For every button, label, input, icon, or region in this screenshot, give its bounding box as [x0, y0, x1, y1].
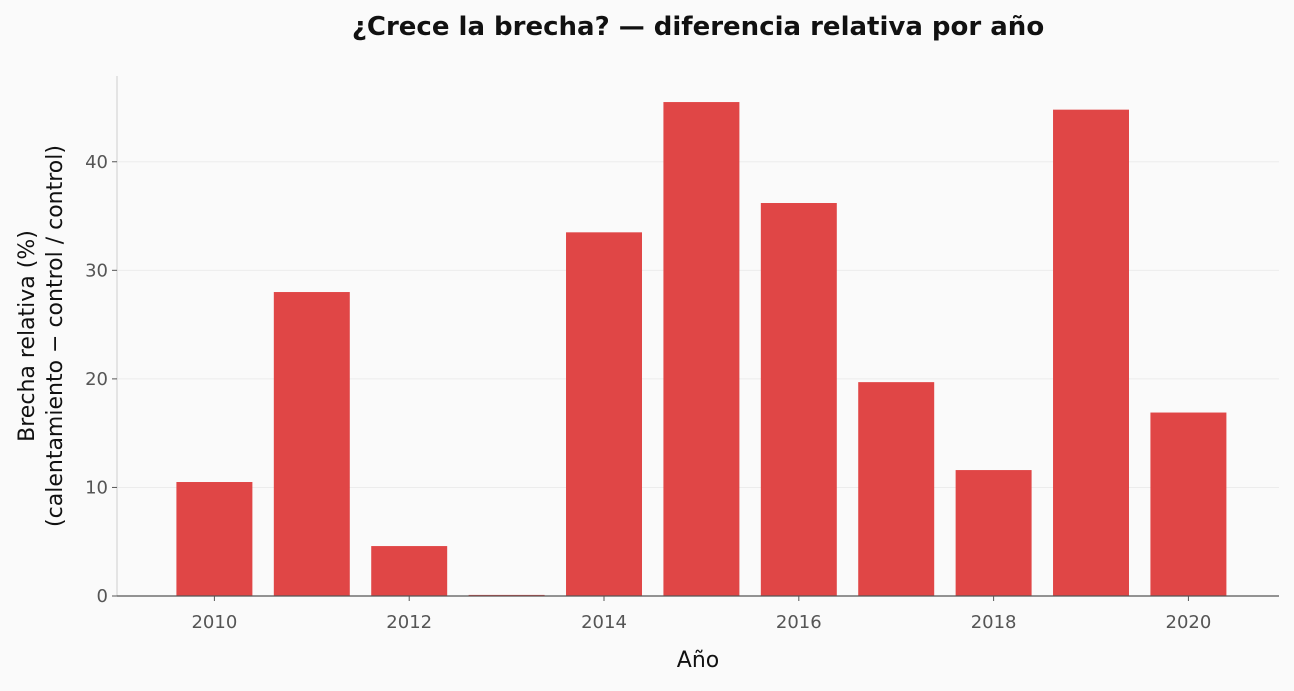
bar-2014: [566, 232, 642, 596]
x-tick-label-2020: 2020: [1166, 612, 1212, 633]
bar-2015: [663, 102, 740, 596]
x-tick-labels: 2010 2012 2014 2016 2018 2020: [191, 596, 1211, 633]
y-tick-label-0: 0: [97, 586, 108, 607]
x-tick-label-2016: 2016: [776, 612, 822, 633]
x-axis-label: Año: [677, 648, 719, 673]
bar-2017: [858, 382, 935, 596]
chart-title: ¿Crece la brecha? — diferencia relativa …: [352, 12, 1044, 42]
y-tick-label-30: 30: [85, 260, 108, 281]
bar-2019: [1053, 109, 1130, 596]
bar-2018: [955, 470, 1032, 596]
bars-group: [176, 102, 1227, 596]
y-tick-label-40: 40: [85, 152, 108, 173]
x-tick-label-2012: 2012: [386, 612, 432, 633]
y-tick-labels: 0 10 20 30 40: [85, 152, 117, 607]
y-axis-label-line1: Brecha relativa (%): [15, 230, 40, 442]
bar-2016: [760, 203, 837, 596]
x-tick-label-2018: 2018: [971, 612, 1017, 633]
bar-2010: [176, 482, 253, 596]
y-tick-label-10: 10: [85, 477, 108, 498]
bar-2020: [1150, 412, 1227, 596]
y-axis-label: Brecha relativa (%) (calentamiento − con…: [15, 145, 68, 527]
axes-group: [116, 76, 1279, 597]
bar-2012: [371, 546, 448, 596]
x-tick-label-2010: 2010: [191, 612, 237, 633]
bar-2011: [273, 292, 350, 596]
y-tick-label-20: 20: [85, 369, 108, 390]
x-tick-label-2014: 2014: [581, 612, 627, 633]
y-axis-label-line2: (calentamiento − control / control): [43, 145, 68, 527]
